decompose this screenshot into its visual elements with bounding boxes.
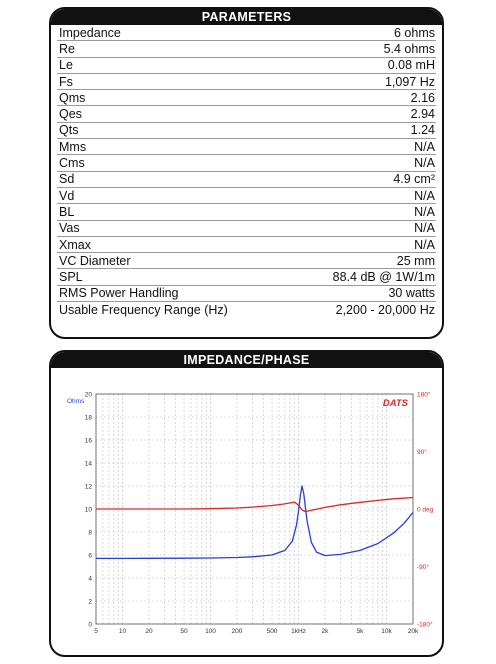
param-value: 30 watts (388, 286, 435, 301)
x-tick-label: 2k (322, 628, 330, 635)
param-label: Sd (59, 172, 75, 187)
param-row: Cms N/A (57, 155, 436, 172)
param-row: Vas N/A (57, 221, 436, 237)
param-label: Vd (59, 188, 75, 203)
param-label: Xmax (59, 237, 91, 252)
phase-line (96, 496, 414, 513)
param-label: Usable Frequency Range (Hz) (59, 303, 228, 318)
param-label: Re (59, 41, 75, 56)
y-tick-label: 8 (88, 530, 92, 537)
param-row: Fs 1,097 Hz (57, 74, 436, 91)
impedance-phase-title: IMPEDANCE/PHASE (51, 352, 442, 368)
parameters-table: Impedance 6 ohms Re 5.4 ohms Le 0.08 mH Fs 1,09… (51, 25, 442, 318)
param-value: N/A (414, 221, 435, 236)
x-tick-label: 500 (267, 628, 278, 635)
param-row: SPL 88.4 dB @ 1W/1m (57, 269, 436, 286)
x-tick-label: 200 (232, 628, 243, 635)
impedance-line (96, 485, 414, 560)
param-label: RMS Power Handling (59, 286, 179, 301)
param-row: Qes 2.94 (57, 106, 436, 123)
param-value: N/A (414, 204, 435, 219)
right-tick-label: -90° (417, 563, 429, 571)
right-tick-label: -180° (417, 621, 433, 629)
y-tick-label: 6 (88, 553, 92, 560)
param-row: Usable Frequency Range (Hz) 2,200 - 20,00… (57, 302, 436, 318)
param-label: VC Diameter (59, 253, 131, 268)
right-tick-label: 0 deg (417, 507, 434, 514)
param-label: Cms (59, 156, 85, 171)
y-tick-label: 14 (85, 461, 93, 468)
param-value: 2.94 (410, 107, 435, 122)
param-row: Vd N/A (57, 188, 436, 205)
y-tick-label: 10 (85, 507, 93, 514)
right-tick-label: 180° (417, 391, 431, 399)
parameters-panel: PARAMETERS Impedance 6 ohms Re 5.4 ohms Le 0.… (49, 7, 444, 339)
y-tick-label: 4 (88, 576, 92, 583)
param-label: Le (59, 58, 73, 73)
param-row: VC Diameter 25 mm (57, 253, 436, 270)
param-value: N/A (414, 156, 435, 171)
param-label: Qes (59, 107, 82, 122)
y-tick-label: 16 (85, 438, 93, 445)
x-tick-label: 10 (119, 628, 127, 635)
parameters-title: PARAMETERS (51, 9, 442, 25)
left-unit-label: Ohms (67, 398, 85, 405)
param-label: Fs (59, 74, 73, 89)
param-label: Impedance (59, 25, 121, 40)
param-value: 1,097 Hz (384, 74, 435, 89)
param-label: Mms (59, 139, 87, 154)
param-value: 5.4 ohms (383, 41, 435, 56)
param-row: Le 0.08 mH (57, 58, 436, 74)
param-value: 25 mm (396, 253, 435, 268)
right-tick-label: 90° (417, 448, 427, 456)
param-label: BL (59, 204, 75, 219)
param-value: 0.08 mH (387, 58, 435, 73)
param-value: N/A (414, 139, 435, 154)
param-row: Sd 4.9 cm² (57, 172, 436, 188)
param-value: 88.4 dB @ 1W/1m (332, 270, 435, 285)
x-tick-label: 20k (408, 628, 419, 635)
param-value: 2.16 (410, 90, 435, 105)
impedance-phase-panel: IMPEDANCE/PHASE 0 2 4 6 8 10 12 14 16 18 20 5 10 20 50… (49, 350, 444, 657)
param-row: Mms N/A (57, 139, 436, 156)
y-tick-label: 2 (88, 599, 92, 606)
x-tick-label: 10k (381, 628, 392, 635)
param-value: N/A (414, 188, 435, 203)
y-tick-label: 18 (85, 415, 93, 422)
x-tick-label: 50 (180, 628, 188, 635)
x-tick-label: 5 (94, 628, 98, 635)
x-tick-label: 100 (205, 628, 216, 635)
dats-logo: DATS (383, 398, 409, 409)
param-value: 1.24 (410, 123, 435, 138)
param-row: Re 5.4 ohms (57, 41, 436, 58)
x-tick-label: 5k (357, 628, 365, 635)
param-value: 2,200 - 20,000 Hz (335, 303, 435, 318)
param-row: RMS Power Handling 30 watts (57, 286, 436, 303)
x-tick-label: 20 (145, 628, 153, 635)
param-label: Qts (59, 123, 79, 138)
param-row: Xmax N/A (57, 237, 436, 254)
param-label: Vas (59, 221, 80, 236)
x-tick-label: 1kHz (291, 628, 306, 635)
param-row: BL N/A (57, 204, 436, 221)
param-row: Impedance 6 ohms (57, 25, 436, 42)
param-row: Qms 2.16 (57, 90, 436, 107)
param-label: Qms (59, 90, 86, 105)
param-value: 6 ohms (394, 25, 435, 40)
param-value: N/A (414, 237, 435, 252)
y-tick-label: 20 (85, 392, 93, 399)
y-tick-label: 12 (85, 484, 93, 491)
param-value: 4.9 cm² (393, 172, 435, 187)
y-tick-label: 0 (88, 622, 92, 629)
param-label: SPL (59, 270, 83, 285)
impedance-phase-chart: 0 2 4 6 8 10 12 14 16 18 20 5 10 20 50 100 200 500 1kHz 2k 5… (67, 391, 434, 636)
param-row: Qts 1.24 (57, 123, 436, 140)
